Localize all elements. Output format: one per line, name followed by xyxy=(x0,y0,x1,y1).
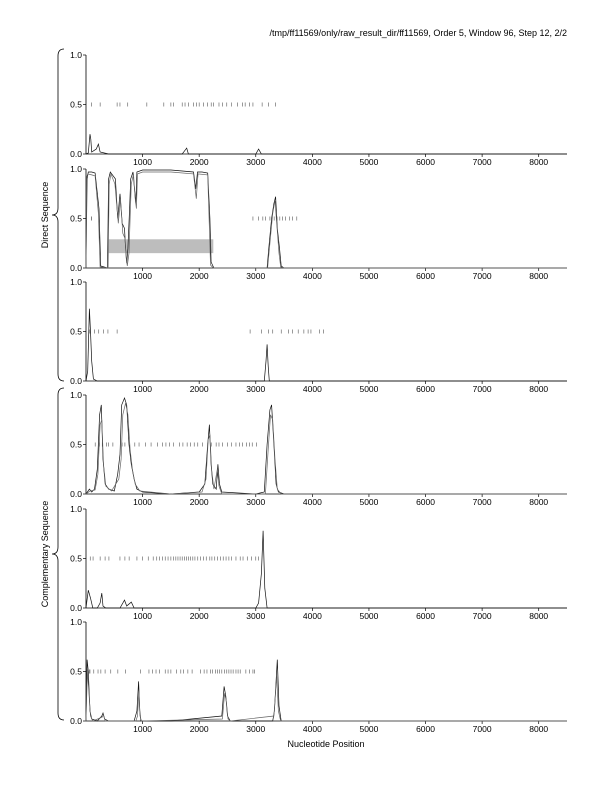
x-tick-label: 6000 xyxy=(416,611,435,621)
x-tick-label: 7000 xyxy=(473,157,492,167)
group-label-complementary: Complementary Sequence xyxy=(40,501,50,608)
x-tick-label: 4000 xyxy=(303,271,322,281)
x-tick-label: 6000 xyxy=(416,497,435,507)
chart-panel-1: 0.0 0.5 1.0 1000 2000 3000 4000 5000 6000 7000 800… xyxy=(70,50,567,167)
x-tick-label: 5000 xyxy=(359,157,378,167)
x-tick-label: 1000 xyxy=(133,724,152,734)
y-tick-label: 0.0 xyxy=(70,376,82,386)
series-line xyxy=(85,659,567,722)
y-tick-label: 0.5 xyxy=(70,214,82,224)
x-tick-label: 4000 xyxy=(303,497,322,507)
x-tick-label: 7000 xyxy=(473,384,492,394)
chart-panel-6: 0.0 0.5 1.0 1000 2000 3000 4000 5000 6000 7000 800… xyxy=(70,617,567,734)
y-tick-label: 0.0 xyxy=(70,263,82,273)
y-tick-label: 0.5 xyxy=(70,667,82,677)
y-tick-label: 1.0 xyxy=(70,277,82,287)
series-line xyxy=(85,671,567,722)
series-line xyxy=(85,169,567,269)
y-tick-label: 1.0 xyxy=(70,50,82,60)
x-tick-label: 5000 xyxy=(359,497,378,507)
x-tick-label: 8000 xyxy=(529,384,548,394)
x-tick-label: 8000 xyxy=(529,497,548,507)
y-tick-label: 0.5 xyxy=(70,440,82,450)
x-tick-label: 7000 xyxy=(473,724,492,734)
series-line xyxy=(85,396,567,495)
series-line xyxy=(85,134,567,155)
x-tick-label: 6000 xyxy=(416,384,435,394)
x-tick-label: 8000 xyxy=(529,157,548,167)
x-tick-label: 8000 xyxy=(529,271,548,281)
x-tick-label: 4000 xyxy=(303,724,322,734)
y-tick-label: 0.0 xyxy=(70,716,82,726)
x-tick-label: 3000 xyxy=(246,157,265,167)
x-tick-label: 1000 xyxy=(133,384,152,394)
y-tick-label: 0.0 xyxy=(70,489,82,499)
y-tick-label: 0.0 xyxy=(70,603,82,613)
group-bracket-complementary xyxy=(51,387,65,721)
series-line xyxy=(85,402,567,495)
x-tick-label: 2000 xyxy=(190,611,209,621)
x-tick-label: 3000 xyxy=(246,271,265,281)
series-line xyxy=(85,308,567,382)
y-tick-label: 0.0 xyxy=(70,149,82,159)
x-tick-label: 1000 xyxy=(133,271,152,281)
x-tick-label: 8000 xyxy=(529,611,548,621)
chart-panel-5: 0.0 0.5 1.0 1000 2000 3000 4000 5000 6000 7000 800… xyxy=(70,504,567,621)
x-tick-label: 5000 xyxy=(359,384,378,394)
x-tick-label: 7000 xyxy=(473,611,492,621)
x-tick-label: 4000 xyxy=(303,384,322,394)
group-label-direct: Direct Sequence xyxy=(40,182,50,249)
x-tick-label: 3000 xyxy=(246,724,265,734)
y-tick-label: 0.5 xyxy=(70,327,82,337)
y-tick-label: 1.0 xyxy=(70,617,82,627)
x-tick-label: 2000 xyxy=(190,157,209,167)
x-tick-label: 5000 xyxy=(359,724,378,734)
series-line xyxy=(85,530,567,609)
x-tick-label: 4000 xyxy=(303,611,322,621)
chart-panel-2: 0.0 0.5 1.0 1000 2000 3000 4000 5000 6000 7000 800… xyxy=(70,164,567,281)
x-tick-label: 8000 xyxy=(529,724,548,734)
x-tick-label: 2000 xyxy=(190,724,209,734)
x-tick-label: 7000 xyxy=(473,271,492,281)
y-tick-label: 1.0 xyxy=(70,164,82,174)
x-tick-label: 1000 xyxy=(133,497,152,507)
x-tick-label: 3000 xyxy=(246,384,265,394)
y-tick-label: 0.5 xyxy=(70,100,82,110)
chart-panel-4: 0.0 0.5 1.0 1000 2000 3000 4000 5000 6000 7000 800… xyxy=(70,390,567,507)
x-tick-label: 2000 xyxy=(190,497,209,507)
x-tick-label: 1000 xyxy=(133,157,152,167)
x-tick-label: 4000 xyxy=(303,157,322,167)
x-tick-label: 3000 xyxy=(246,497,265,507)
x-tick-label: 5000 xyxy=(359,271,378,281)
figure-header: /tmp/ff11569/only/raw_result_dir/ff11569… xyxy=(269,28,567,38)
highlight-region xyxy=(108,239,214,254)
x-tick-label: 6000 xyxy=(416,157,435,167)
x-tick-label: 2000 xyxy=(190,271,209,281)
y-tick-label: 0.5 xyxy=(70,554,82,564)
x-tick-label: 5000 xyxy=(359,611,378,621)
group-bracket-direct xyxy=(51,48,65,382)
x-tick-label: 6000 xyxy=(416,724,435,734)
x-axis-label: Nucleotide Position xyxy=(287,739,364,749)
x-tick-label: 1000 xyxy=(133,611,152,621)
series-line xyxy=(85,171,567,269)
x-tick-label: 6000 xyxy=(416,271,435,281)
x-tick-label: 3000 xyxy=(246,611,265,621)
chart-panel-3: 0.0 0.5 1.0 1000 2000 3000 4000 5000 6000 7000 800… xyxy=(70,277,567,394)
y-tick-label: 1.0 xyxy=(70,390,82,400)
panels: 0.0 0.5 1.0 1000 2000 3000 4000 5000 6000 7000 800… xyxy=(70,50,567,734)
x-tick-label: 7000 xyxy=(473,497,492,507)
y-tick-label: 1.0 xyxy=(70,504,82,514)
x-tick-label: 2000 xyxy=(190,384,209,394)
